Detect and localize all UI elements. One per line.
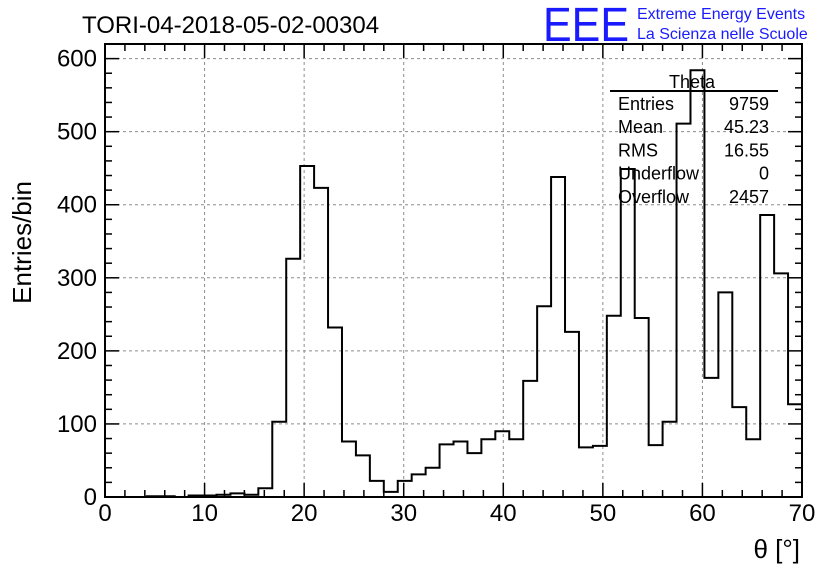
- x-tick-label: 20: [291, 500, 318, 527]
- stats-row-label: Underflow: [618, 164, 700, 184]
- eee-logo: EEE: [543, 0, 629, 52]
- brand-line-1: Extreme Energy Events: [637, 6, 805, 23]
- stats-title: Theta: [669, 72, 716, 92]
- y-tick-label: 500: [57, 119, 97, 146]
- y-tick-label: 0: [84, 484, 97, 511]
- y-axis-label: Entries/bin: [7, 181, 37, 304]
- stats-row-label: Mean: [618, 117, 663, 137]
- stats-row-value: 45.23: [724, 117, 769, 137]
- y-tick-label: 400: [57, 192, 97, 219]
- stats-row-value: 2457: [729, 187, 769, 207]
- y-tick-label: 200: [57, 338, 97, 365]
- axis-ticks: [104, 43, 803, 498]
- stats-row-label: RMS: [618, 140, 658, 160]
- stats-row-value: 9759: [729, 94, 769, 114]
- chart-title: TORI-04-2018-05-02-00304: [82, 12, 379, 39]
- stats-row-value: 16.55: [724, 140, 769, 160]
- x-tick-label: 40: [490, 500, 517, 527]
- x-tick-label: 0: [98, 500, 111, 527]
- x-tick-label: 50: [590, 500, 617, 527]
- y-tick-labels: 0 100 200 300 400 500 600: [57, 46, 97, 511]
- x-tick-label: 30: [390, 500, 417, 527]
- stats-row-value: 0: [759, 164, 769, 184]
- grid-lines: [105, 44, 802, 497]
- stats-row-label: Overflow: [618, 187, 690, 207]
- stats-rows: Entries 9759 Mean 45.23 RMS 16.55 Underflow 0 Ov…: [618, 94, 769, 207]
- x-tick-labels: 0 10 20 30 40 50 60 70: [98, 500, 815, 527]
- x-tick-label: 60: [689, 500, 716, 527]
- plot-frame: [104, 43, 803, 498]
- x-tick-label: 70: [789, 500, 816, 527]
- x-tick-label: 10: [191, 500, 218, 527]
- stats-row-label: Entries: [618, 94, 674, 114]
- y-tick-label: 100: [57, 411, 97, 438]
- stats-box: Theta Entries 9759 Mean 45.23 RMS 16.55 Underf…: [610, 72, 778, 207]
- y-tick-label: 300: [57, 265, 97, 292]
- histogram-line: [105, 69, 803, 498]
- y-tick-label: 600: [57, 46, 97, 73]
- x-axis-label: θ [°]: [753, 534, 800, 564]
- brand-line-2: La Scienza nelle Scuole: [637, 26, 808, 43]
